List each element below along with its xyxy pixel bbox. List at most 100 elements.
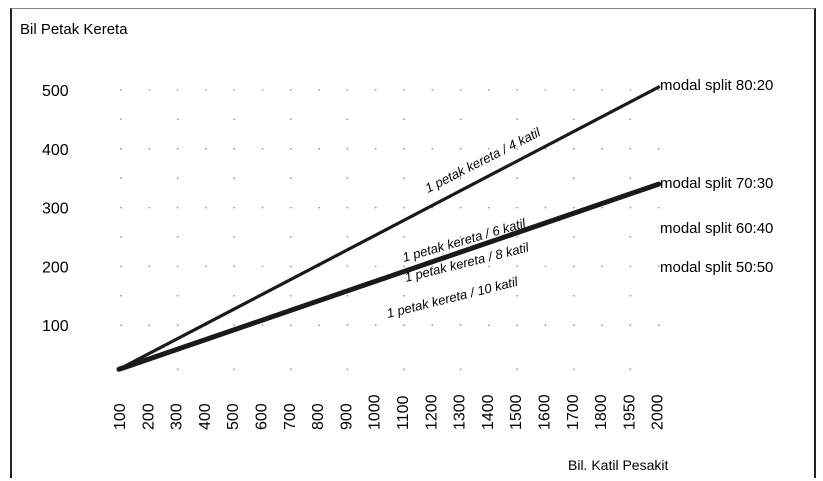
grid-dot	[403, 147, 405, 150]
grid-dot	[459, 177, 462, 180]
grid-dot	[629, 265, 632, 268]
grid-dot	[346, 206, 349, 209]
grid-dot	[572, 294, 575, 297]
grid-dot	[289, 147, 292, 150]
x-tick-label: 400	[197, 403, 214, 430]
grid-dot	[601, 324, 603, 327]
grid-dot	[318, 89, 320, 91]
grid-dot	[318, 324, 320, 327]
x-tick-label: 600	[254, 403, 271, 430]
grid-dot	[403, 89, 405, 91]
grid-dot	[120, 206, 122, 209]
x-tick-label: 1200	[423, 394, 440, 430]
legend: modal split 80:20 modal split 70:30 modal …	[660, 77, 773, 276]
grid-dot	[601, 265, 603, 268]
grid-dot	[459, 236, 462, 238]
grid-dot	[516, 118, 519, 121]
grid-dot	[629, 89, 632, 91]
grid-dot	[403, 206, 405, 209]
grid-dot	[657, 206, 660, 209]
grid-dot	[516, 89, 519, 91]
grid-dot	[544, 265, 547, 268]
grid-dot	[148, 265, 151, 268]
grid-dot	[120, 177, 122, 180]
grid-dot	[289, 265, 292, 268]
y-tick-label: 400	[42, 142, 69, 159]
grid-dot	[289, 324, 292, 327]
grid-dot	[572, 206, 575, 209]
y-axis-label: Bil Petak Kereta	[20, 21, 128, 38]
grid-dot	[233, 147, 236, 150]
grid-dot	[148, 324, 151, 327]
grid-dot	[459, 206, 462, 209]
grid-dot	[516, 236, 519, 238]
x-tick-label: 300	[169, 403, 186, 430]
grid-dot	[205, 265, 207, 268]
grid-dot	[572, 177, 575, 180]
grid-dot	[120, 265, 122, 268]
grid-dot	[488, 89, 490, 91]
grid-dot	[572, 118, 575, 121]
y-tick-label: 300	[42, 201, 69, 218]
grid-dot	[374, 324, 377, 327]
grid-dot	[346, 324, 349, 327]
legend-label: modal split 70:30	[660, 175, 773, 192]
grid-dot	[629, 294, 632, 297]
x-axis-label: Bil. Katil Pesakit	[568, 457, 668, 473]
grid-dot	[261, 89, 264, 91]
grid-dot	[601, 206, 603, 209]
grid-dot	[544, 89, 547, 91]
grid-dot	[403, 177, 405, 180]
x-tick-label: 1300	[452, 394, 469, 430]
legend-label: modal split 50:50	[660, 259, 773, 276]
grid-dot	[431, 147, 434, 150]
grid-dot	[516, 177, 519, 180]
grid-dot	[346, 118, 349, 121]
series-line-1	[116, 181, 662, 372]
grid-dot	[205, 206, 207, 209]
grid-dot	[148, 206, 151, 209]
grid-dot	[657, 324, 660, 327]
grid-dot	[176, 265, 179, 268]
grid-dot	[233, 89, 236, 91]
grid-dot	[572, 265, 575, 268]
x-tick-label: 1100	[395, 395, 412, 430]
grid-dot	[516, 324, 519, 327]
grid-dot	[572, 368, 575, 371]
grid-dot	[544, 324, 547, 327]
grid-dot	[374, 147, 377, 150]
grid-dot	[176, 147, 179, 150]
grid-dot	[120, 294, 122, 297]
grid-dot	[629, 236, 632, 238]
grid-dot	[629, 147, 632, 150]
annotation-4-katil: 1 petak kereta / 4 katil	[423, 124, 544, 196]
grid-dot	[572, 236, 575, 238]
grid-dot	[657, 147, 660, 150]
grid-dot	[374, 89, 377, 91]
grid-dot	[233, 294, 236, 297]
grid-dot	[544, 206, 547, 209]
grid-dot	[459, 265, 462, 268]
grid-dot	[516, 206, 519, 209]
grid-dot	[459, 368, 462, 371]
legend-label: modal split 80:20	[660, 77, 773, 94]
grid-dot	[488, 206, 490, 209]
grid-dot	[403, 294, 405, 297]
chart-frame	[10, 8, 816, 478]
x-tick-label: 200	[140, 403, 157, 430]
x-tick-label: 1500	[508, 394, 525, 430]
grid-dot	[629, 368, 632, 371]
y-tick-label: 500	[42, 83, 69, 100]
grid-dot	[629, 206, 632, 209]
grid-dot	[289, 368, 292, 371]
grid-dot	[176, 177, 179, 180]
grid-dot	[176, 118, 179, 121]
grid-dot	[289, 177, 292, 180]
series-line-0	[117, 85, 661, 371]
grid-dot	[459, 118, 462, 121]
grid-dot	[176, 89, 179, 91]
x-tick-label: 800	[310, 403, 327, 430]
y-tick-label: 200	[42, 259, 69, 276]
grid-dot	[148, 147, 151, 150]
